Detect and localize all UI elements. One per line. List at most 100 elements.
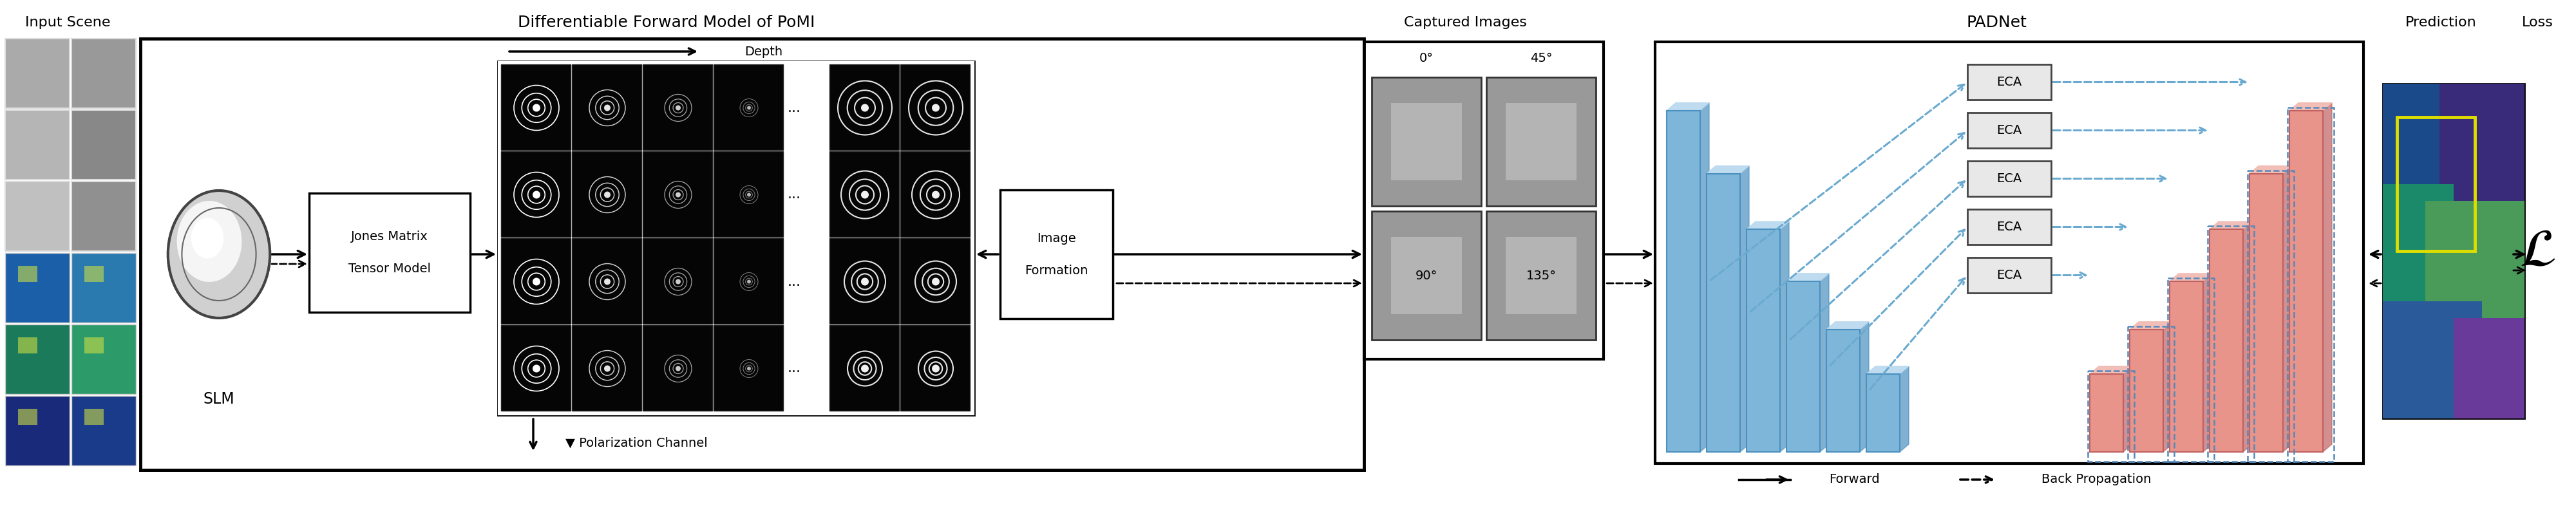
Bar xyxy=(5,182,70,251)
Polygon shape xyxy=(1700,103,1710,452)
Bar xyxy=(1705,174,1741,452)
Bar xyxy=(714,151,783,237)
Polygon shape xyxy=(1747,222,1788,229)
Text: ECA: ECA xyxy=(1996,173,2022,185)
Bar xyxy=(500,238,572,324)
Bar xyxy=(1504,103,1577,180)
Polygon shape xyxy=(2282,166,2293,452)
Bar xyxy=(1391,237,1463,314)
Polygon shape xyxy=(1741,166,1749,452)
Text: ...: ... xyxy=(788,101,801,114)
Bar xyxy=(18,338,36,353)
Bar xyxy=(500,325,572,411)
Text: ...: ... xyxy=(788,188,801,201)
Polygon shape xyxy=(1667,103,1710,110)
Text: 0°: 0° xyxy=(1419,52,1432,64)
Ellipse shape xyxy=(178,201,242,282)
Circle shape xyxy=(747,106,752,110)
Text: Differentiable Forward Model of PoMI: Differentiable Forward Model of PoMI xyxy=(518,15,814,30)
Bar xyxy=(5,110,70,180)
Bar xyxy=(1968,64,2050,100)
Circle shape xyxy=(933,278,940,285)
Bar xyxy=(72,38,137,108)
Polygon shape xyxy=(2130,322,2172,329)
Bar xyxy=(309,193,469,312)
Bar xyxy=(139,38,1365,470)
Bar xyxy=(2396,117,2476,251)
Bar xyxy=(5,38,70,108)
Bar xyxy=(500,62,974,414)
Text: ECA: ECA xyxy=(1996,76,2022,88)
Circle shape xyxy=(747,280,752,283)
Text: 90°: 90° xyxy=(1414,269,1437,282)
Polygon shape xyxy=(2164,322,2172,452)
Polygon shape xyxy=(2089,366,2133,374)
Bar xyxy=(72,396,137,466)
Bar xyxy=(2452,318,2524,418)
Circle shape xyxy=(675,366,680,371)
Bar xyxy=(2427,201,2524,318)
Text: Captured Images: Captured Images xyxy=(1404,16,1528,29)
Polygon shape xyxy=(2123,366,2133,452)
Text: Input Scene: Input Scene xyxy=(26,16,111,29)
Circle shape xyxy=(860,278,868,285)
Text: SLM: SLM xyxy=(204,392,234,407)
Bar xyxy=(2246,171,2295,461)
Bar xyxy=(85,338,103,353)
Text: Depth: Depth xyxy=(744,46,783,58)
Text: ECA: ECA xyxy=(1996,124,2022,137)
Text: 135°: 135° xyxy=(1525,269,1556,282)
Bar xyxy=(1667,110,1700,452)
Bar xyxy=(18,266,36,282)
Bar xyxy=(572,238,641,324)
Circle shape xyxy=(860,104,868,112)
Bar xyxy=(2383,184,2452,318)
Bar xyxy=(2210,229,2244,452)
Circle shape xyxy=(675,279,680,284)
Text: Loss: Loss xyxy=(2522,16,2553,29)
Bar xyxy=(999,190,1113,319)
Bar xyxy=(572,325,641,411)
Bar xyxy=(572,151,641,237)
Text: Back Propagation: Back Propagation xyxy=(2040,474,2151,486)
Bar xyxy=(85,409,103,425)
Bar xyxy=(497,61,974,415)
Bar xyxy=(1826,329,1860,452)
Bar xyxy=(714,325,783,411)
Polygon shape xyxy=(2210,222,2251,229)
Text: PADNet: PADNet xyxy=(1965,15,2027,30)
Bar xyxy=(500,64,572,150)
Circle shape xyxy=(747,367,752,370)
Circle shape xyxy=(603,365,611,372)
Bar xyxy=(2089,374,2123,452)
Bar xyxy=(18,409,36,425)
Bar xyxy=(714,64,783,150)
Circle shape xyxy=(603,191,611,198)
Polygon shape xyxy=(1901,366,1909,452)
Bar xyxy=(829,238,899,324)
Bar xyxy=(2383,83,2468,201)
Text: ...: ... xyxy=(788,275,801,288)
Polygon shape xyxy=(1819,274,1829,452)
Bar xyxy=(1365,42,1602,359)
Text: Image: Image xyxy=(1038,232,1077,244)
Bar xyxy=(2287,107,2334,461)
Bar xyxy=(500,151,572,237)
Bar xyxy=(2169,281,2202,452)
Circle shape xyxy=(603,278,611,285)
Bar xyxy=(2439,83,2524,218)
Bar xyxy=(2208,226,2254,461)
Bar xyxy=(2128,326,2174,461)
Polygon shape xyxy=(1826,322,1870,329)
Circle shape xyxy=(533,278,541,285)
Bar xyxy=(5,253,70,322)
Bar xyxy=(1747,229,1780,452)
Polygon shape xyxy=(2290,103,2331,110)
Bar xyxy=(2130,329,2164,452)
Circle shape xyxy=(533,104,541,112)
Text: Tensor Model: Tensor Model xyxy=(348,263,430,275)
Bar xyxy=(572,64,641,150)
Polygon shape xyxy=(2249,166,2293,174)
Bar xyxy=(1370,77,1481,206)
Circle shape xyxy=(533,191,541,198)
